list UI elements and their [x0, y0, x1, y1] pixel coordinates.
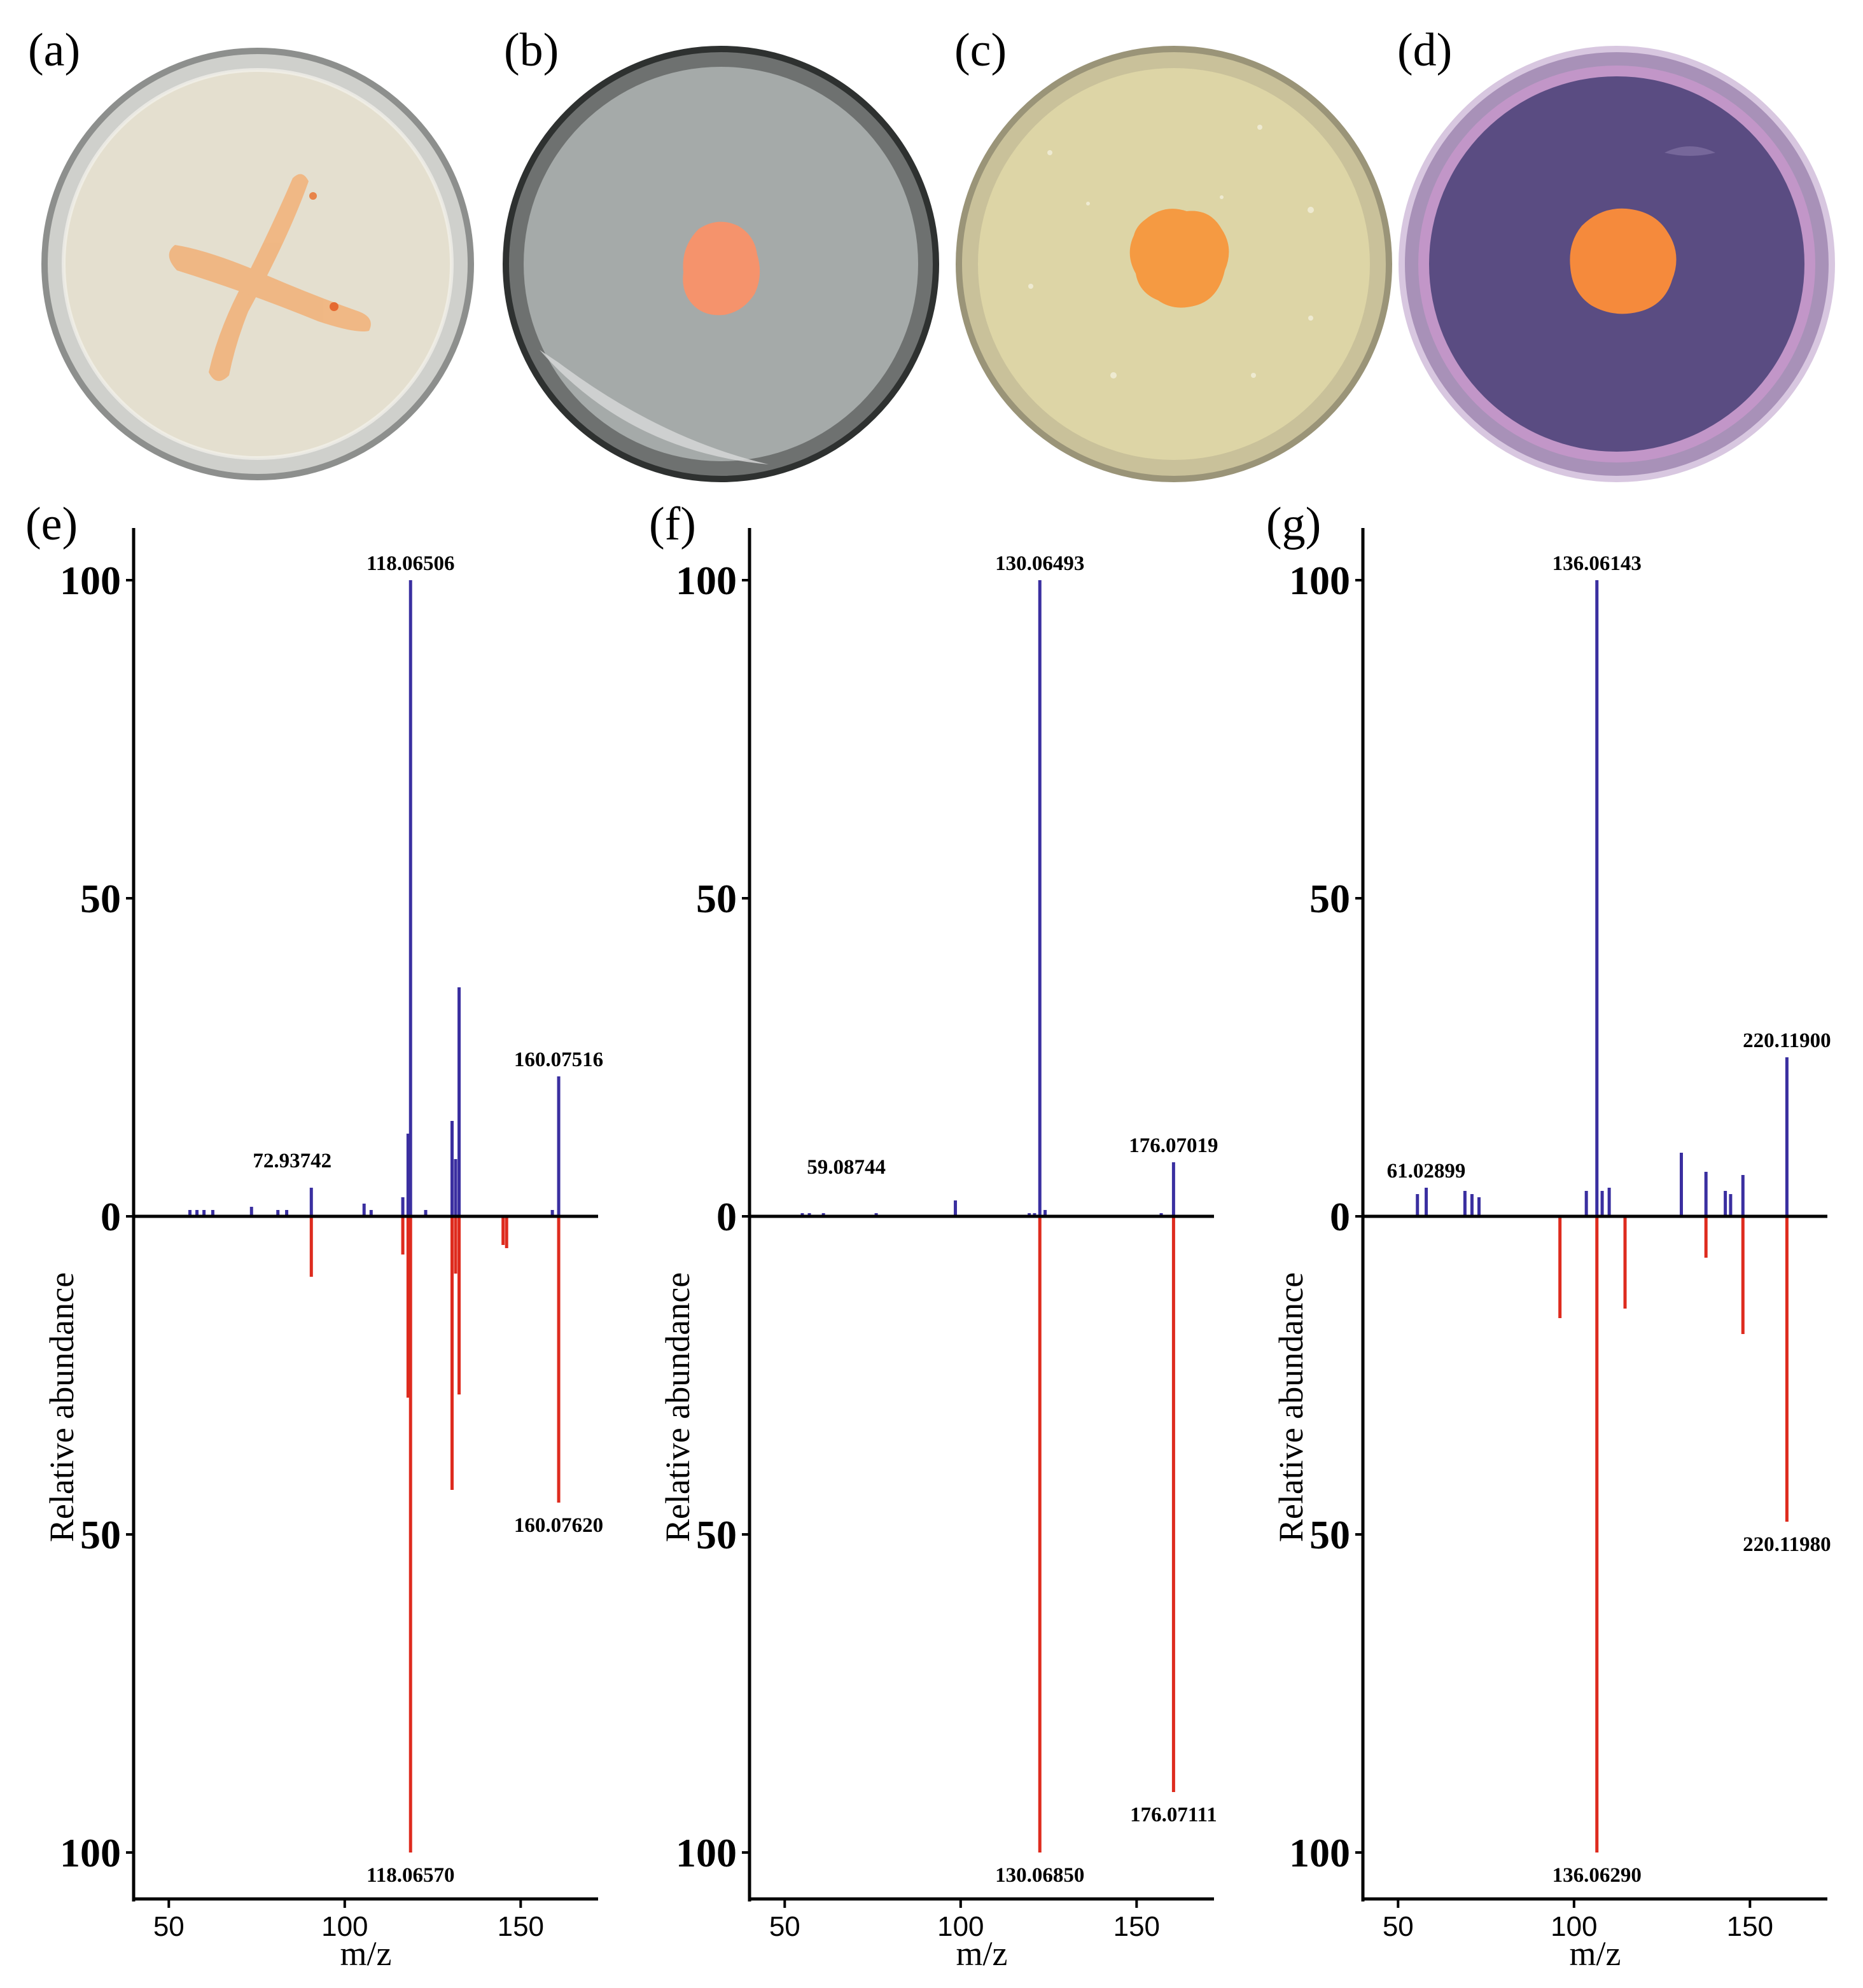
peak-mz-label: 176.07111	[1130, 1804, 1217, 1826]
x-tick-label: 50	[153, 1911, 185, 1942]
peak-mz-label: 220.11980	[1743, 1533, 1831, 1556]
petri-dish-c	[956, 46, 1392, 482]
x-axis-title: m/z	[340, 1935, 392, 1973]
peak-mz-label: 136.06143	[1552, 552, 1642, 575]
peak-mz-label: 130.06493	[995, 552, 1084, 575]
y-tick-label: 100	[1289, 1830, 1350, 1875]
peak-mz-label: 59.08744	[807, 1156, 886, 1179]
spectrum-panel-f: (f) 100 50 0 50 100 50 100 150 m/z Relative abunda…	[649, 498, 1218, 1973]
y-tick-label: 0	[101, 1194, 121, 1239]
y-tick-label: 50	[696, 876, 737, 921]
y-tick-label: 50	[696, 1512, 737, 1557]
peak-mz-label: 130.06850	[995, 1864, 1084, 1887]
peak-mz-label: 136.06290	[1552, 1864, 1642, 1887]
y-tick-label: 100	[676, 558, 737, 603]
peak-mz-label: 220.11900	[1743, 1029, 1831, 1052]
spectrum-panel-e: (e) 100 50 0 50 100 50 100 150 m/z Relative abunda…	[25, 498, 603, 1973]
ms-spectra-figure: (e) 100 50 0 50 100 50 100 150 m/z Relative abunda…	[25, 498, 1831, 1973]
panel-label-g: (g)	[1266, 498, 1321, 550]
peak-mz-label: 118.06570	[366, 1864, 454, 1887]
x-tick-label: 50	[1383, 1911, 1414, 1942]
peak-mz-label: 160.07516	[514, 1048, 603, 1071]
peak-mz-label: 176.07019	[1129, 1134, 1218, 1157]
y-tick-label: 100	[1289, 558, 1350, 603]
panel-label-e: (e)	[25, 498, 78, 550]
peak-mz-label: 160.07620	[514, 1514, 603, 1537]
y-tick-label: 100	[676, 1830, 737, 1875]
y-axis-title: Relative abundance	[659, 1272, 697, 1542]
x-tick-label: 100	[937, 1911, 984, 1942]
y-tick-label: 100	[60, 558, 121, 603]
x-axis-title: m/z	[1570, 1935, 1621, 1973]
y-tick-label: 100	[60, 1830, 121, 1875]
x-tick-label: 100	[321, 1911, 368, 1942]
y-tick-label: 0	[1330, 1194, 1350, 1239]
panel-label-d: (d)	[1397, 24, 1453, 76]
x-tick-label: 50	[769, 1911, 800, 1942]
y-tick-label: 50	[80, 876, 121, 921]
panel-label-f: (f)	[649, 498, 696, 550]
x-tick-label: 150	[498, 1911, 544, 1942]
y-tick-label: 50	[1309, 1512, 1350, 1557]
x-tick-label: 150	[1727, 1911, 1773, 1942]
x-tick-label: 100	[1551, 1911, 1597, 1942]
x-axis-title: m/z	[956, 1935, 1008, 1973]
y-axis-title: Relative abundance	[1272, 1272, 1310, 1542]
x-tick-label: 150	[1113, 1911, 1160, 1942]
spectrum-panel-g: (g) 100 50 0 50 100 50 100 150 m/z Relative abunda…	[1266, 498, 1831, 1973]
panel-label-c: (c)	[954, 24, 1007, 76]
panel-label-b: (b)	[504, 24, 559, 76]
petri-dish-b	[503, 46, 939, 482]
petri-dish-d	[1399, 46, 1835, 482]
y-tick-label: 50	[1309, 876, 1350, 921]
petri-dish-a	[41, 48, 474, 480]
y-tick-label: 50	[80, 1512, 121, 1557]
peak-mz-label: 118.06506	[366, 552, 454, 575]
y-axis-title: Relative abundance	[43, 1272, 81, 1542]
y-tick-label: 0	[716, 1194, 737, 1239]
peak-mz-label: 72.93742	[253, 1150, 331, 1172]
panel-label-a: (a)	[28, 24, 81, 76]
peak-mz-label: 61.02899	[1387, 1160, 1466, 1183]
